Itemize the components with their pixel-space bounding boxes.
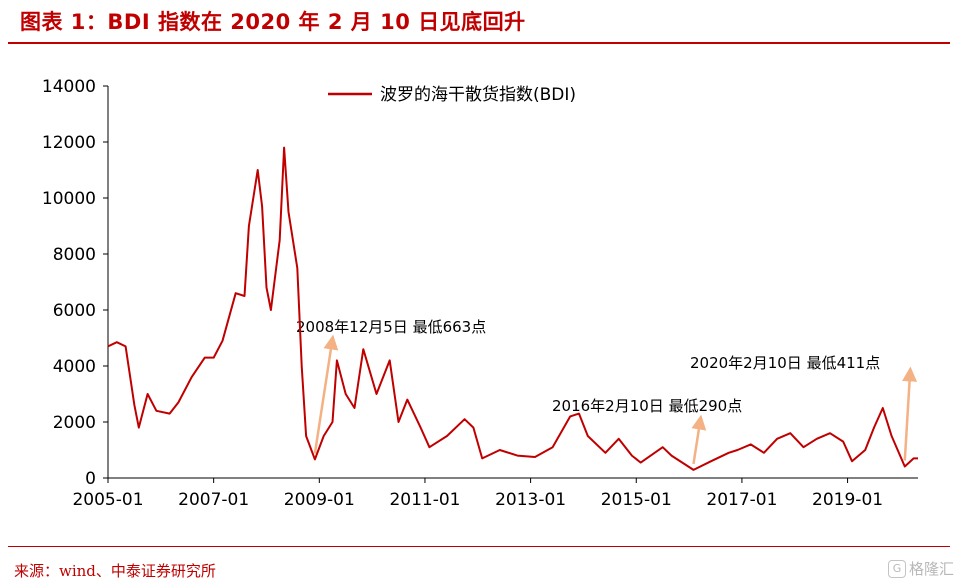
source-note: 来源：wind、中泰证券研究所 — [14, 562, 216, 580]
series-line-bdi — [107, 146, 918, 471]
y-tick-label: 8000 — [53, 245, 96, 265]
annotation-arrow — [691, 414, 707, 465]
bdi-line-chart: 0 2000 4000 6000 8000 10000 12000 14000 2005-01 2… — [42, 77, 918, 510]
x-tick-label: 2009-01 — [284, 490, 355, 510]
y-tick-label: 10000 — [42, 189, 96, 209]
x-tick-label: 2019-01 — [812, 490, 883, 510]
x-tick-label: 2005-01 — [72, 490, 143, 510]
x-tick-label: 2011-01 — [389, 490, 460, 510]
annotation-label: 2020年2月10日 最低411点 — [690, 354, 880, 372]
watermark: G 格隆汇 — [887, 558, 954, 579]
figure-title: 图表 1：BDI 指数在 2020 年 2 月 10 日见底回升 — [20, 10, 526, 34]
y-tick-label: 4000 — [53, 357, 96, 377]
watermark-text: 格隆汇 — [908, 560, 954, 578]
x-tick-label: 2015-01 — [601, 490, 672, 510]
x-tick-label: 2007-01 — [178, 490, 249, 510]
y-tick-label: 12000 — [42, 133, 96, 153]
annotation-arrow — [313, 334, 339, 454]
watermark-logo-icon: G — [887, 559, 906, 578]
legend-label: 波罗的海干散货指数(BDI) — [380, 85, 576, 105]
title-divider — [8, 42, 950, 44]
y-tick-label: 14000 — [42, 77, 96, 97]
y-tick-label: 6000 — [53, 301, 96, 321]
x-tick-label: 2017-01 — [706, 490, 777, 510]
x-tick-label: 2013-01 — [495, 490, 566, 510]
y-tick-label: 2000 — [53, 413, 96, 433]
y-tick-label: 0 — [85, 469, 96, 489]
footer-divider — [8, 546, 950, 547]
annotation-label: 2008年12月5日 最低663点 — [296, 318, 486, 336]
annotation-label: 2016年2月10日 最低290点 — [552, 397, 742, 415]
annotation-arrow — [902, 366, 918, 461]
